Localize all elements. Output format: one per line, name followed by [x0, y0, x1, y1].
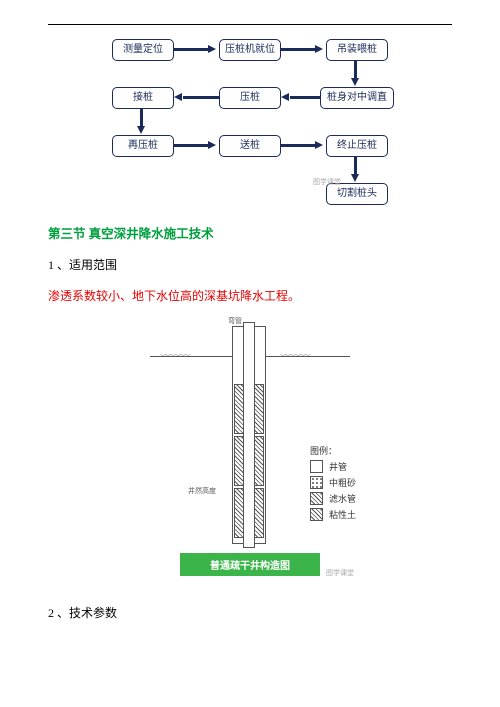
- sub-heading-2: 2 、技术参数: [48, 604, 452, 621]
- node-n3: 吊装喂桩: [326, 39, 388, 61]
- watermark-icon: 图学课堂: [313, 177, 341, 187]
- node-n4: 接桩: [112, 87, 174, 109]
- legend-item: 粘性土: [329, 508, 356, 521]
- node-n6: 桩身对中调直: [320, 87, 394, 109]
- legend-title: 图例：: [310, 444, 356, 457]
- side-label: 井然高度: [188, 486, 216, 496]
- node-n8: 送桩: [219, 135, 281, 157]
- node-n7: 再压桩: [112, 135, 174, 157]
- legend: 图例： 井管 中粗砂 滤水管 粘性土: [310, 444, 356, 524]
- legend-item: 中粗砂: [329, 476, 356, 489]
- section-title: 第三节 真空深井降水施工技术: [48, 223, 452, 242]
- legend-item: 井管: [329, 460, 347, 473]
- node-n2: 压桩机就位: [219, 39, 281, 61]
- sub-heading-1: 1 、适用范围: [48, 256, 452, 273]
- red-text: 渗透系数较小、地下水位高的深基坑降水工程。: [48, 287, 452, 304]
- top-label: 弯管: [228, 316, 242, 326]
- node-n1: 测量定位: [112, 39, 174, 61]
- diagram-caption: 普通疏干井构造图: [180, 553, 320, 576]
- well-diagram: 弯管 ﹀﹀﹀﹀﹀﹀ ﹀﹀﹀﹀﹀﹀ 井然高度 图例： 井管 中粗砂 滤水管 粘性土…: [120, 316, 380, 586]
- legend-item: 滤水管: [329, 492, 356, 505]
- watermark-icon: 图学课堂: [326, 568, 354, 578]
- node-n9: 终止压桩: [326, 135, 388, 157]
- flowchart: 测量定位 压桩机就位 吊装喂桩 接桩 压桩 桩身对中调直 再压桩 送桩 终止压桩…: [95, 39, 405, 209]
- node-n5: 压桩: [219, 87, 281, 109]
